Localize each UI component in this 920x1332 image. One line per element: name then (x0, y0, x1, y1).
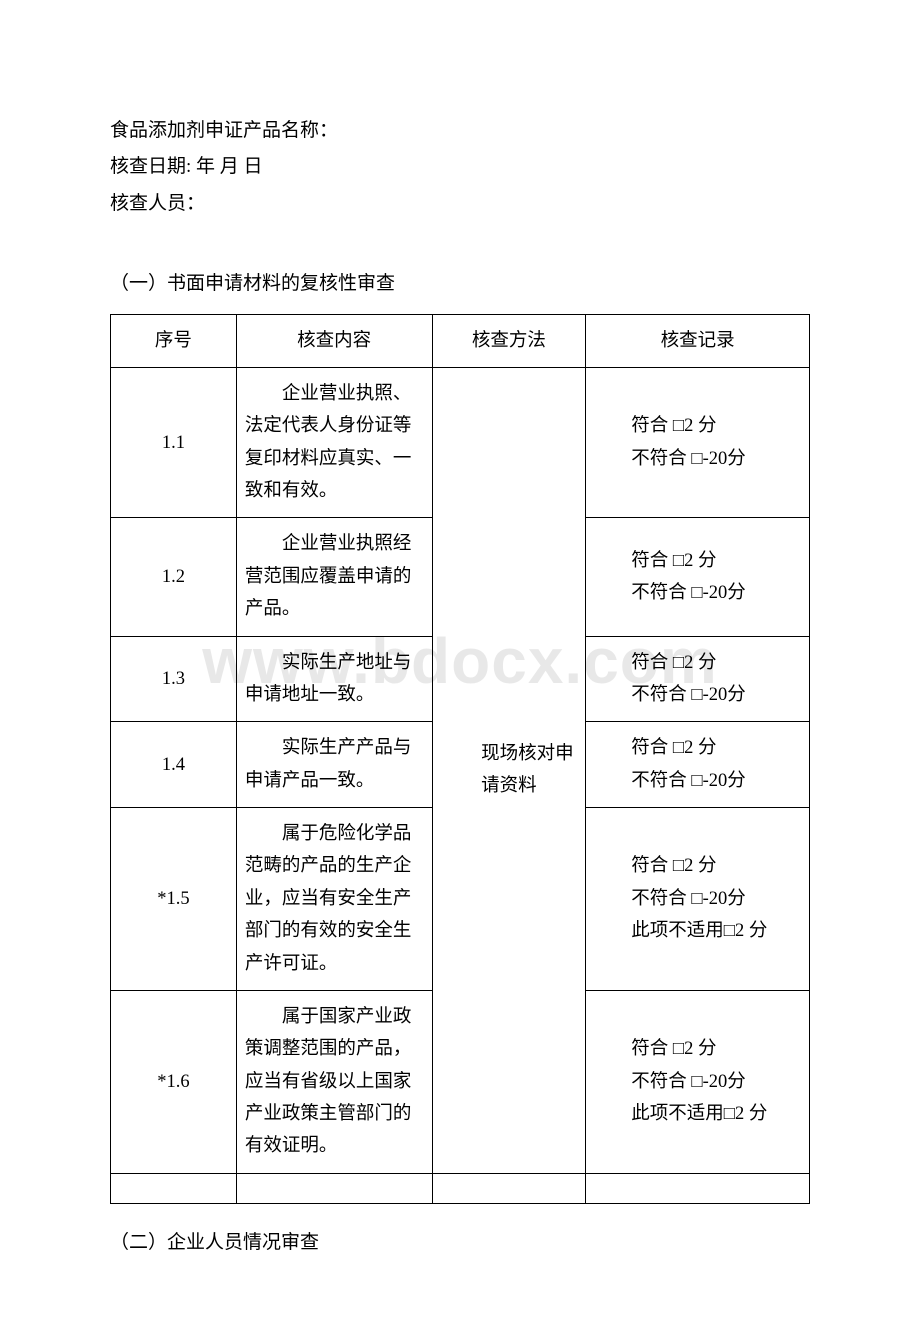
record-conform: 符合 □2 分 (594, 732, 801, 764)
cell-content: 实际生产地址与申请地址一致。 (236, 636, 432, 722)
record-nonconform: 不符合 □-20分 (594, 1066, 801, 1098)
cell-record: 符合 □2 分 不符合 □-20分 此项不适用□2 分 (586, 808, 810, 991)
record-na: 此项不适用□2 分 (594, 1098, 801, 1130)
section-2-title: （二）企业人员情况审查 (110, 1228, 810, 1258)
record-na: 此项不适用□2 分 (594, 915, 801, 947)
cell-record: 符合 □2 分 不符合 □-20分 (586, 636, 810, 722)
header-line-product: 食品添加剂申证产品名称： (110, 116, 810, 146)
record-conform: 符合 □2 分 (594, 545, 801, 577)
record-nonconform: 不符合 □-20分 (594, 883, 801, 915)
record-nonconform: 不符合 □-20分 (594, 577, 801, 609)
cell-no: 1.1 (111, 367, 237, 518)
table-row: 1.1 企业营业执照、法定代表人身份证等复印材料应真实、一致和有效。 现场核对申… (111, 367, 810, 518)
cell-content: 属于国家产业政策调整范围的产品，应当有省级以上国家产业政策主管部门的有效证明。 (236, 990, 432, 1173)
section-1-title: （一）书面申请材料的复核性审查 (110, 269, 810, 299)
empty-cell (111, 1173, 237, 1203)
record-conform: 符合 □2 分 (594, 1033, 801, 1065)
cell-content-text: 实际生产产品与申请产品一致。 (245, 732, 424, 797)
record-conform: 符合 □2 分 (594, 410, 801, 442)
header-line-inspector: 核查人员： (110, 189, 810, 219)
cell-content-text: 属于危险化学品范畴的产品的生产企业，应当有安全生产部门的有效的安全生产许可证。 (245, 818, 424, 980)
cell-no: 1.4 (111, 722, 237, 808)
header-block: 食品添加剂申证产品名称： 核查日期: 年 月 日 核查人员： (110, 116, 810, 219)
record-conform: 符合 □2 分 (594, 647, 801, 679)
th-record: 核查记录 (586, 314, 810, 367)
cell-content-text: 属于国家产业政策调整范围的产品，应当有省级以上国家产业政策主管部门的有效证明。 (245, 1001, 424, 1163)
th-no: 序号 (111, 314, 237, 367)
th-method: 核查方法 (432, 314, 586, 367)
cell-content-text: 实际生产地址与申请地址一致。 (245, 647, 424, 712)
record-nonconform: 不符合 □-20分 (594, 765, 801, 797)
header-line-date: 核查日期: 年 月 日 (110, 152, 810, 182)
cell-record: 符合 □2 分 不符合 □-20分 (586, 367, 810, 518)
cell-content-text: 企业营业执照、法定代表人身份证等复印材料应真实、一致和有效。 (245, 378, 424, 508)
record-conform: 符合 □2 分 (594, 850, 801, 882)
cell-record: 符合 □2 分 不符合 □-20分 (586, 518, 810, 636)
table-empty-row (111, 1173, 810, 1203)
cell-content-text: 企业营业执照经营范围应覆盖申请的产品。 (245, 528, 424, 625)
cell-method-merged: 现场核对申请资料 (432, 367, 586, 1173)
record-nonconform: 不符合 □-20分 (594, 679, 801, 711)
cell-no: *1.5 (111, 808, 237, 991)
cell-no: 1.3 (111, 636, 237, 722)
cell-content: 属于危险化学品范畴的产品的生产企业，应当有安全生产部门的有效的安全生产许可证。 (236, 808, 432, 991)
cell-no: 1.2 (111, 518, 237, 636)
th-content: 核查内容 (236, 314, 432, 367)
cell-method-text: 现场核对申请资料 (441, 738, 578, 803)
empty-cell (586, 1173, 810, 1203)
cell-record: 符合 □2 分 不符合 □-20分 (586, 722, 810, 808)
cell-content: 实际生产产品与申请产品一致。 (236, 722, 432, 808)
cell-content: 企业营业执照经营范围应覆盖申请的产品。 (236, 518, 432, 636)
cell-content: 企业营业执照、法定代表人身份证等复印材料应真实、一致和有效。 (236, 367, 432, 518)
empty-cell (432, 1173, 586, 1203)
record-nonconform: 不符合 □-20分 (594, 443, 801, 475)
table-header-row: 序号 核查内容 核查方法 核查记录 (111, 314, 810, 367)
cell-no: *1.6 (111, 990, 237, 1173)
review-table: 序号 核查内容 核查方法 核查记录 1.1 企业营业执照、法定代表人身份证等复印… (110, 314, 810, 1204)
empty-cell (236, 1173, 432, 1203)
cell-record: 符合 □2 分 不符合 □-20分 此项不适用□2 分 (586, 990, 810, 1173)
